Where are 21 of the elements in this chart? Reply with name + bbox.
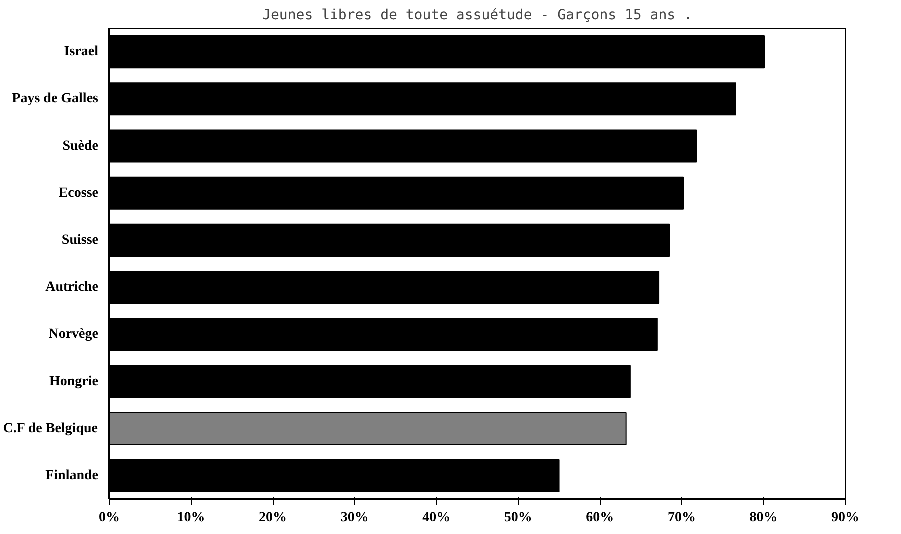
x-tick-label: 50% bbox=[504, 510, 532, 526]
x-tick-label: 40% bbox=[422, 510, 451, 526]
x-tick-label: 90% bbox=[832, 510, 860, 526]
y-tick-label: Suède bbox=[62, 138, 99, 154]
x-tick-label: 30% bbox=[340, 510, 369, 526]
y-tick-label: C.F de Belgique bbox=[3, 421, 98, 436]
y-tick-label: Suisse bbox=[62, 232, 99, 248]
y-tick-label: Norvège bbox=[48, 327, 99, 342]
x-tick-label: 60% bbox=[586, 510, 614, 526]
x-tick-label: 20% bbox=[259, 510, 288, 526]
y-tick-label: Finlande bbox=[46, 468, 99, 484]
chart-title: Jeunes libres de toute assuétude - Garçons 15 ans . bbox=[262, 8, 692, 24]
y-tick-label: Israel bbox=[64, 44, 99, 60]
y-tick-label: Ecosse bbox=[58, 186, 99, 201]
x-tick-label: 70% bbox=[668, 510, 696, 526]
y-tick-label: Pays de Galles bbox=[12, 92, 100, 107]
x-tick-label: 80% bbox=[750, 510, 778, 526]
x-tick-label: 10% bbox=[177, 510, 206, 526]
y-tick-label: Autriche bbox=[46, 280, 99, 296]
y-tick-label: Hongrie bbox=[50, 374, 99, 390]
x-tick-label: 0% bbox=[99, 510, 120, 526]
